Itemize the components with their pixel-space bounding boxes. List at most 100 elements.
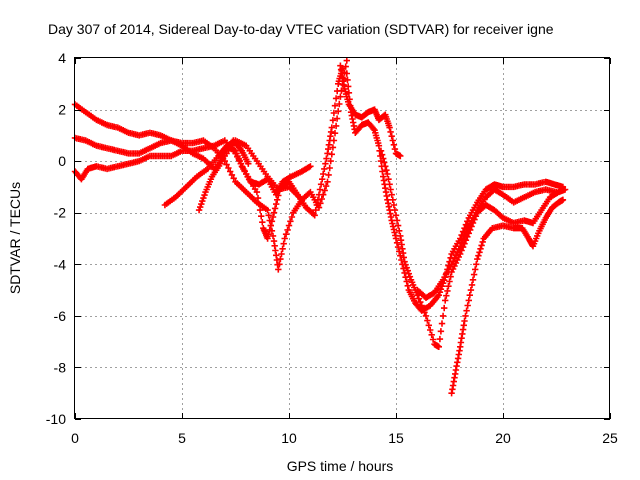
y-tick-label: 0	[58, 153, 66, 169]
data-point	[138, 160, 140, 162]
y-axis-title: SDTVAR / TECUs	[7, 182, 23, 294]
data-point	[219, 162, 222, 165]
y-tick-label: 2	[58, 102, 66, 118]
data-point	[117, 165, 119, 168]
data-markers	[71, 57, 569, 397]
data-point	[399, 155, 402, 157]
data-point	[164, 204, 166, 206]
data-point	[196, 175, 198, 178]
data-point	[553, 183, 556, 186]
data-point	[191, 150, 194, 152]
x-axis-title: GPS time / hours	[287, 458, 394, 474]
data-point	[459, 346, 462, 348]
data-point	[491, 227, 494, 229]
data-point	[326, 152, 329, 155]
data-point	[198, 209, 200, 211]
data-point	[266, 178, 269, 180]
data-point	[346, 72, 348, 75]
data-point	[521, 227, 524, 229]
data-point	[138, 134, 140, 137]
data-point	[386, 173, 389, 175]
data-point	[339, 95, 342, 98]
data-point	[245, 191, 247, 193]
data-point	[256, 201, 258, 204]
data-point	[202, 139, 205, 142]
data-point	[266, 237, 269, 240]
data-point	[425, 297, 427, 299]
data-point	[416, 294, 419, 297]
data-point	[138, 152, 140, 155]
data-point	[476, 209, 479, 211]
data-point	[444, 299, 447, 302]
data-point	[545, 181, 547, 183]
data-point	[433, 291, 436, 294]
x-tick-labels: 0 5 10 15 20 25	[71, 430, 618, 446]
data-point	[450, 253, 453, 255]
data-point	[459, 253, 462, 255]
data-point	[540, 209, 543, 211]
data-point	[502, 193, 504, 196]
y-tick-label: -6	[54, 308, 67, 324]
series-track-i	[448, 196, 567, 397]
data-point	[527, 237, 530, 240]
data-point	[256, 191, 258, 193]
data-point	[343, 88, 346, 90]
data-point	[393, 204, 395, 206]
data-point	[204, 191, 207, 193]
y-tick-label: 4	[58, 50, 66, 66]
data-point	[281, 181, 284, 183]
data-point	[378, 144, 380, 147]
data-point	[95, 165, 98, 168]
data-point	[532, 222, 534, 224]
data-point	[283, 237, 286, 240]
y-tick-label: -8	[54, 359, 67, 375]
data-point	[399, 235, 402, 237]
data-point	[309, 165, 312, 168]
data-point	[217, 155, 220, 157]
data-point	[275, 193, 278, 196]
data-point	[266, 209, 269, 211]
data-point	[420, 309, 423, 312]
data-point	[95, 119, 98, 121]
data-point	[534, 191, 536, 193]
data-point	[149, 132, 151, 134]
data-point	[551, 206, 553, 209]
data-point	[512, 227, 515, 229]
data-point	[292, 211, 295, 214]
series-track-h	[377, 147, 569, 350]
data-point	[442, 279, 444, 281]
data-point	[346, 59, 348, 62]
data-point	[337, 83, 340, 85]
data-point	[373, 108, 376, 111]
data-point	[512, 222, 515, 224]
data-point	[84, 111, 87, 113]
data-point	[305, 206, 307, 209]
data-point	[341, 67, 344, 70]
data-point	[502, 186, 504, 188]
data-point	[373, 129, 376, 131]
grid-lines	[75, 58, 610, 419]
data-point	[333, 139, 335, 142]
data-point	[290, 175, 292, 178]
data-point	[339, 64, 342, 67]
data-point	[354, 132, 357, 134]
data-point	[170, 155, 173, 157]
data-point	[378, 119, 380, 121]
data-point	[170, 139, 173, 142]
data-point	[493, 188, 496, 191]
data-point	[367, 111, 370, 113]
data-point	[470, 289, 472, 291]
data-point	[523, 183, 526, 186]
x-tick-label: 15	[388, 430, 404, 446]
data-point	[232, 139, 235, 142]
series-track-d	[161, 142, 314, 209]
data-point	[438, 346, 440, 348]
y-tick-labels: -10 -8 -6 -4 -2 0 2 4	[46, 50, 66, 427]
data-point	[213, 144, 215, 147]
data-point	[273, 240, 275, 242]
data-point	[296, 193, 299, 196]
data-point	[450, 392, 453, 395]
data-point	[450, 271, 453, 273]
data-point	[106, 168, 108, 170]
